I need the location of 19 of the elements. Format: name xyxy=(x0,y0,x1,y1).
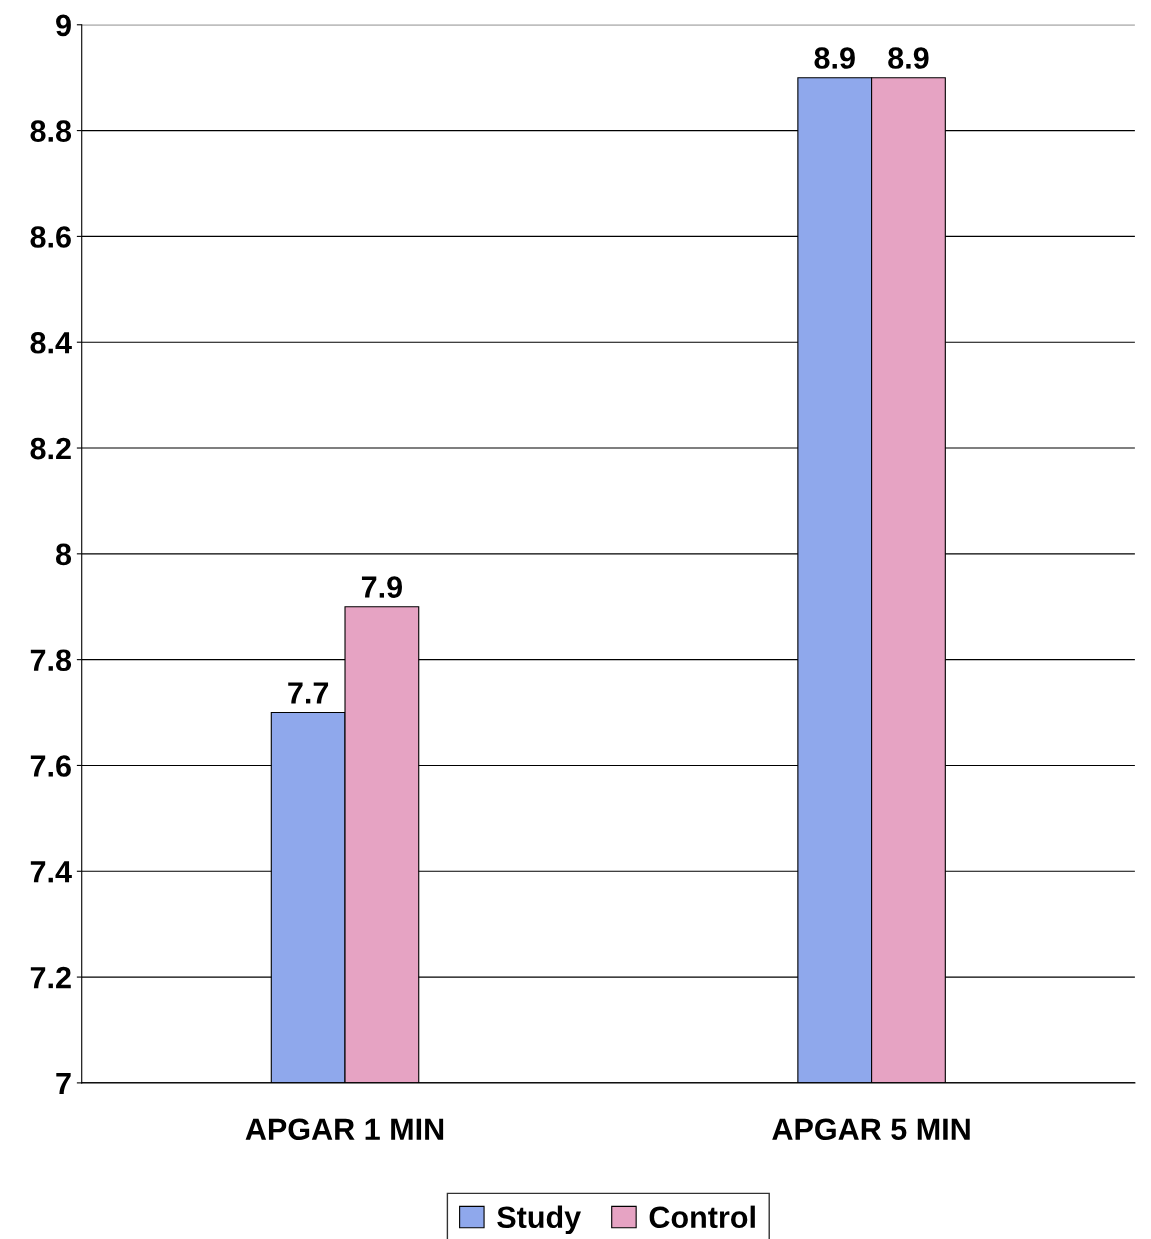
y-tick-label: 8.6 xyxy=(30,226,71,248)
y-tick-label: 7.6 xyxy=(30,755,71,777)
x-tick-label: APGAR 1 MIN xyxy=(245,1118,444,1141)
data-label: 8.9 xyxy=(814,47,855,69)
y-tick-label: 8.2 xyxy=(30,437,71,460)
y-tick-label: 9 xyxy=(56,14,71,37)
legend-label: Study xyxy=(497,1205,581,1235)
y-tick-label: 7 xyxy=(56,1072,71,1094)
y-tick-label: 8.8 xyxy=(30,120,72,142)
y-tick-label: 7.8 xyxy=(30,649,72,672)
data-label: 7.9 xyxy=(361,576,402,598)
data-label: 7.7 xyxy=(288,682,329,704)
x-tick-label: APGAR 5 MIN xyxy=(772,1118,970,1141)
y-tick-label: 8 xyxy=(55,543,72,566)
y-tick-label: 8.4 xyxy=(30,331,72,354)
legend-label: Control xyxy=(649,1205,755,1229)
data-label: 8.9 xyxy=(888,47,929,69)
y-tick-label: 7.2 xyxy=(30,966,71,989)
y-tick-label: 7.4 xyxy=(30,861,72,883)
